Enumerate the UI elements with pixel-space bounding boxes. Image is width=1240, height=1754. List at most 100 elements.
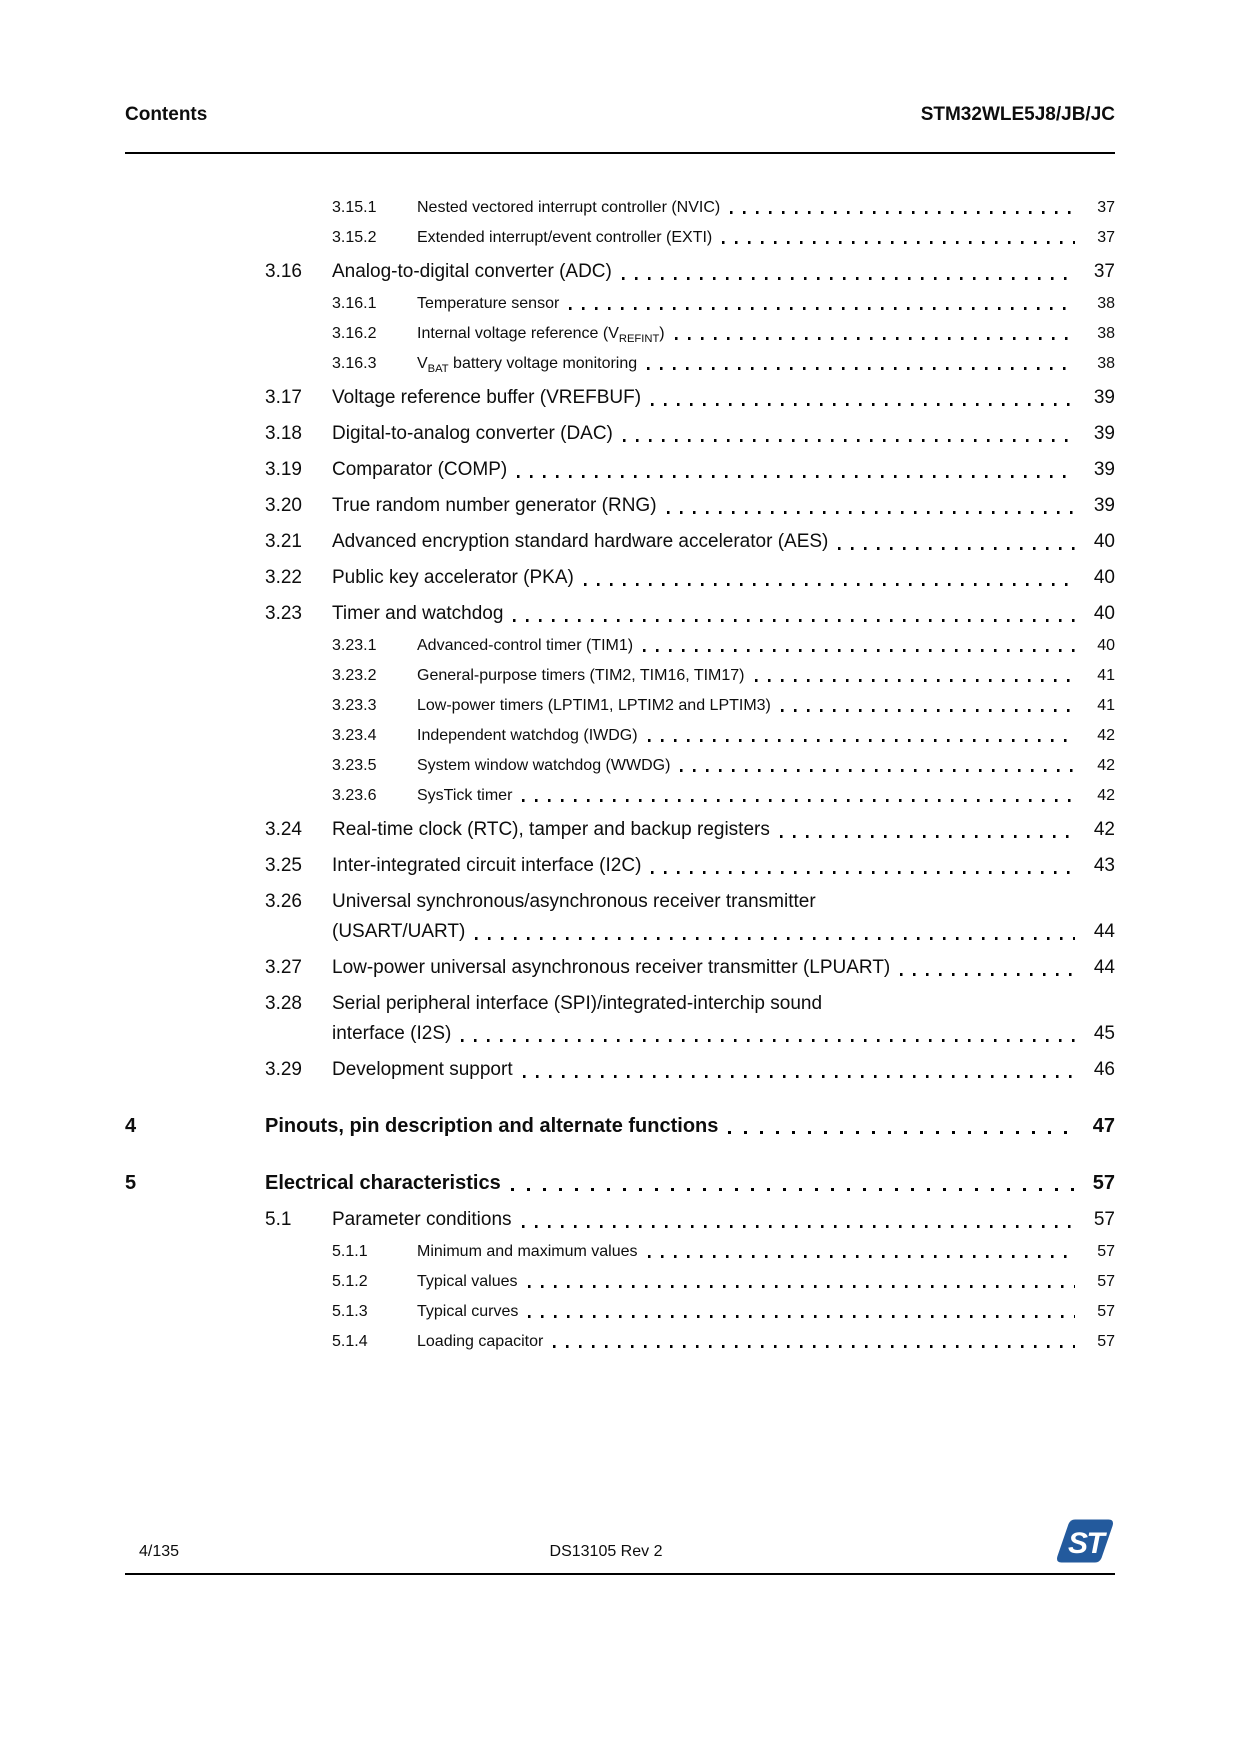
toc-number: 3.23	[265, 603, 302, 624]
page-number: 40	[1093, 531, 1115, 552]
toc-entry[interactable]: 3.22 Public key accelerator (PKA) 40	[125, 566, 1115, 590]
title-text: )	[659, 325, 665, 342]
toc-entry[interactable]: 3.23.4 Independent watchdog (IWDG) 42	[125, 725, 1115, 746]
toc-title: Minimum and maximum values	[417, 1243, 638, 1260]
toc-title: Typical curves	[417, 1303, 519, 1320]
toc-entry[interactable]: 3.23.2 General-purpose timers (TIM2, TIM1…	[125, 665, 1115, 686]
toc-entry[interactable]: 3.16.3 VBAT battery voltage monitoring 38	[125, 353, 1115, 376]
dot-leader	[728, 1130, 1075, 1134]
page-number: 45	[1093, 1023, 1115, 1044]
page-number: 40	[1093, 603, 1115, 624]
toc-number: 3.16.2	[332, 325, 377, 342]
toc-title: Typical values	[417, 1273, 518, 1290]
toc-title: Digital-to-analog converter (DAC)	[332, 423, 613, 444]
page-number: 39	[1093, 423, 1115, 444]
header-rule	[125, 152, 1115, 154]
subscript-text: REFINT	[618, 333, 660, 346]
st-logo-icon: ST	[1057, 1519, 1113, 1563]
toc-entry[interactable]: 5.1.2 Typical values 57	[125, 1271, 1115, 1292]
toc-number: 3.24	[265, 819, 302, 840]
toc-entry[interactable]: (USART/UART) 44	[125, 920, 1115, 944]
toc-entry[interactable]: 3.17 Voltage reference buffer (VREFBUF) 39	[125, 386, 1115, 410]
toc-entry[interactable]: 3.23.3 Low-power timers (LPTIM1, LPTIM2 a…	[125, 695, 1115, 716]
toc-title: Parameter conditions	[332, 1209, 512, 1230]
toc-entry[interactable]: 3.28 Serial peripheral interface (SPI)/in…	[125, 992, 1115, 1016]
doc-title: STM32WLE5J8/JB/JC	[920, 104, 1115, 125]
page-number: 38	[1097, 325, 1115, 342]
toc-number: 3.22	[265, 567, 302, 588]
dot-leader	[521, 1225, 1075, 1228]
page-number: 37	[1097, 199, 1115, 216]
toc-entry[interactable]: interface (I2S) 45	[125, 1022, 1115, 1046]
toc-number: 3.29	[265, 1059, 302, 1080]
page-number: 42	[1093, 819, 1115, 840]
toc-number: 3.16.3	[332, 355, 377, 372]
dot-leader	[674, 337, 1075, 340]
dot-leader	[510, 1187, 1075, 1191]
toc-title: Extended interrupt/event controller (EXT…	[417, 229, 713, 246]
toc-number: 3.23.4	[332, 727, 377, 744]
page-number: 42	[1097, 787, 1115, 804]
toc-entry[interactable]: 5.1.4 Loading capacitor 57	[125, 1331, 1115, 1352]
toc-title: Comparator (COMP)	[332, 459, 508, 480]
toc-list: 3.15.1 Nested vectored interrupt controll…	[125, 188, 1115, 1352]
toc-entry[interactable]: 3.16 Analog-to-digital converter (ADC) 37	[125, 260, 1115, 284]
toc-number: 3.15.1	[332, 199, 377, 216]
toc-entry[interactable]: 5 Electrical characteristics 57	[125, 1170, 1115, 1196]
toc-entry[interactable]: 3.15.2 Extended interrupt/event controlle…	[125, 227, 1115, 248]
toc-entry[interactable]: 3.24 Real-time clock (RTC), tamper and ba…	[125, 818, 1115, 842]
toc-entry[interactable]: 5.1 Parameter conditions 57	[125, 1208, 1115, 1232]
title-text: battery voltage monitoring	[448, 355, 638, 372]
toc-number: 3.27	[265, 957, 302, 978]
toc-entry[interactable]: 3.15.1 Nested vectored interrupt controll…	[125, 197, 1115, 218]
dot-leader	[553, 1345, 1075, 1348]
toc-entry[interactable]: 3.29 Development support 46	[125, 1058, 1115, 1082]
toc-entry[interactable]: 3.19 Comparator (COMP) 39	[125, 458, 1115, 482]
toc-entry[interactable]: 5.1.3 Typical curves 57	[125, 1301, 1115, 1322]
page-number: 57	[1097, 1303, 1115, 1320]
dot-leader	[680, 769, 1075, 772]
toc-entry[interactable]: 3.26 Universal synchronous/asynchronous r…	[125, 890, 1115, 914]
toc-entry[interactable]: 3.23 Timer and watchdog 40	[125, 602, 1115, 626]
toc-entry[interactable]: 3.25 Inter-integrated circuit interface (…	[125, 854, 1115, 878]
dot-leader	[838, 547, 1075, 550]
toc-number: 3.25	[265, 855, 302, 876]
toc-entry[interactable]: 3.16.2 Internal voltage reference (VREFIN…	[125, 323, 1115, 346]
toc-entry[interactable]: 4 Pinouts, pin description and alternate …	[125, 1113, 1115, 1139]
toc-title: Development support	[332, 1059, 513, 1080]
toc-title: Serial peripheral interface (SPI)/integr…	[332, 993, 823, 1014]
toc-entry[interactable]: 3.23.6 SysTick timer 42	[125, 785, 1115, 806]
toc-entry[interactable]: 3.21 Advanced encryption standard hardwar…	[125, 530, 1115, 554]
toc-entry[interactable]: 3.23.5 System window watchdog (WWDG) 42	[125, 755, 1115, 776]
footer-rule	[125, 1573, 1115, 1575]
dot-leader	[779, 835, 1075, 838]
toc-title: (USART/UART)	[332, 921, 466, 942]
toc-entry[interactable]: 5.1.1 Minimum and maximum values 57	[125, 1241, 1115, 1262]
toc-entry[interactable]: 3.18 Digital-to-analog converter (DAC) 39	[125, 422, 1115, 446]
toc-entry[interactable]: 3.23.1 Advanced-control timer (TIM1) 40	[125, 635, 1115, 656]
toc-title: SysTick timer	[417, 787, 513, 804]
toc-entry[interactable]: 3.27 Low-power universal asynchronous rec…	[125, 956, 1115, 980]
page-number: 47	[1092, 1115, 1115, 1137]
dot-leader	[900, 973, 1075, 976]
toc-title: Low-power universal asynchronous receive…	[332, 957, 891, 978]
page-number: 57	[1097, 1273, 1115, 1290]
toc-title: Loading capacitor	[417, 1333, 544, 1350]
toc-number: 3.23.6	[332, 787, 377, 804]
toc-entry[interactable]: 3.16.1 Temperature sensor 38	[125, 293, 1115, 314]
page-number: 44	[1093, 957, 1115, 978]
page-number: 57	[1097, 1333, 1115, 1350]
dot-leader	[522, 1075, 1075, 1078]
toc-title: True random number generator (RNG)	[332, 495, 657, 516]
subscript-text: BAT	[427, 363, 449, 376]
dot-leader	[666, 511, 1075, 514]
toc-number: 5.1.2	[332, 1273, 368, 1290]
page-number: 43	[1093, 855, 1115, 876]
page-number: 39	[1093, 387, 1115, 408]
toc-entry[interactable]: 3.20 True random number generator (RNG) 39	[125, 494, 1115, 518]
toc-number: 3.28	[265, 993, 302, 1014]
toc-number: 5.1	[265, 1209, 292, 1230]
dot-leader	[622, 439, 1075, 442]
toc-number: 3.23.5	[332, 757, 377, 774]
dot-leader	[522, 799, 1075, 802]
